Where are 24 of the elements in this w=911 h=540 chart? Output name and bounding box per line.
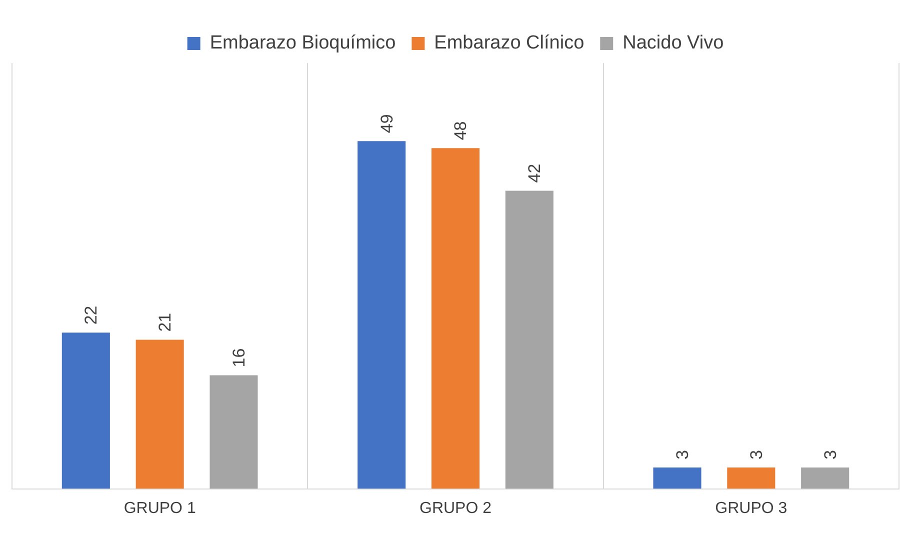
bar	[431, 148, 480, 489]
bar	[727, 468, 776, 489]
bar	[505, 190, 554, 489]
bar	[210, 375, 258, 489]
bar	[801, 468, 850, 489]
bar	[653, 468, 702, 489]
legend-label: Embarazo Clínico	[434, 32, 584, 54]
data-label: 48	[451, 121, 470, 140]
legend-label: Nacido Vivo	[622, 32, 724, 54]
data-label: 42	[525, 164, 544, 183]
bar	[136, 340, 184, 489]
x-tick-label: GRUPO 2	[419, 500, 492, 517]
data-label: 3	[672, 450, 692, 460]
data-label: 3	[746, 450, 766, 460]
bar	[62, 332, 110, 489]
data-label: 22	[82, 306, 101, 325]
data-label: 49	[377, 114, 396, 134]
x-tick-label: GRUPO 3	[715, 500, 788, 517]
data-label: 3	[820, 450, 840, 460]
bar	[358, 141, 406, 489]
data-label: 21	[156, 312, 175, 332]
data-label: 16	[229, 348, 248, 368]
x-tick-label: GRUPO 1	[124, 500, 196, 517]
legend-label: Embarazo Bioquímico	[210, 32, 396, 54]
